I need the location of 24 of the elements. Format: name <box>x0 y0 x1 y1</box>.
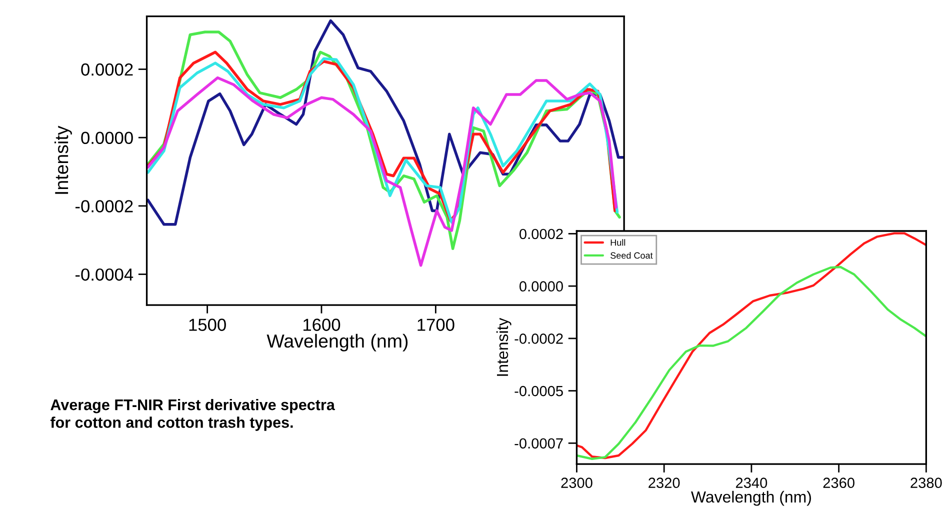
y-axis-title: Intensity <box>54 126 72 194</box>
y-tick-label: -0.0004 <box>75 268 134 281</box>
y-tick-label: 0.0002 <box>81 63 133 76</box>
x-axis-title: Wavelength (nm) <box>691 490 811 506</box>
y-tick-label: 0.0000 <box>81 132 133 144</box>
x-tick-label: 2300 <box>561 478 592 488</box>
y-tick-label: -0.0002 <box>514 334 563 344</box>
y-tick-label: -0.0007 <box>514 438 563 449</box>
y-axis-title: Intensity <box>496 318 512 376</box>
x-tick-label: 2360 <box>823 478 854 488</box>
y-tick-label: 0.0000 <box>520 281 563 292</box>
x-tick-label: 1600 <box>304 318 340 331</box>
x-tick-label: 1500 <box>189 318 226 331</box>
legend-label: Seed Coat <box>610 252 653 259</box>
y-tick-label: -0.0005 <box>514 386 563 396</box>
x-axis-title: Wavelength (nm) <box>266 334 408 352</box>
legend-label: Hull <box>610 239 626 246</box>
x-tick-label: 2340 <box>736 478 768 488</box>
x-tick-label: 1700 <box>418 318 454 331</box>
x-tick-label: 2380 <box>910 478 942 488</box>
y-tick-label: 0.0002 <box>520 228 563 240</box>
y-tick-label: -0.0002 <box>75 200 133 212</box>
text: Average FT-NIR First derivative spectra for cotton and cotton trash types. <box>50 399 336 431</box>
x-tick-label: 2320 <box>648 478 680 488</box>
